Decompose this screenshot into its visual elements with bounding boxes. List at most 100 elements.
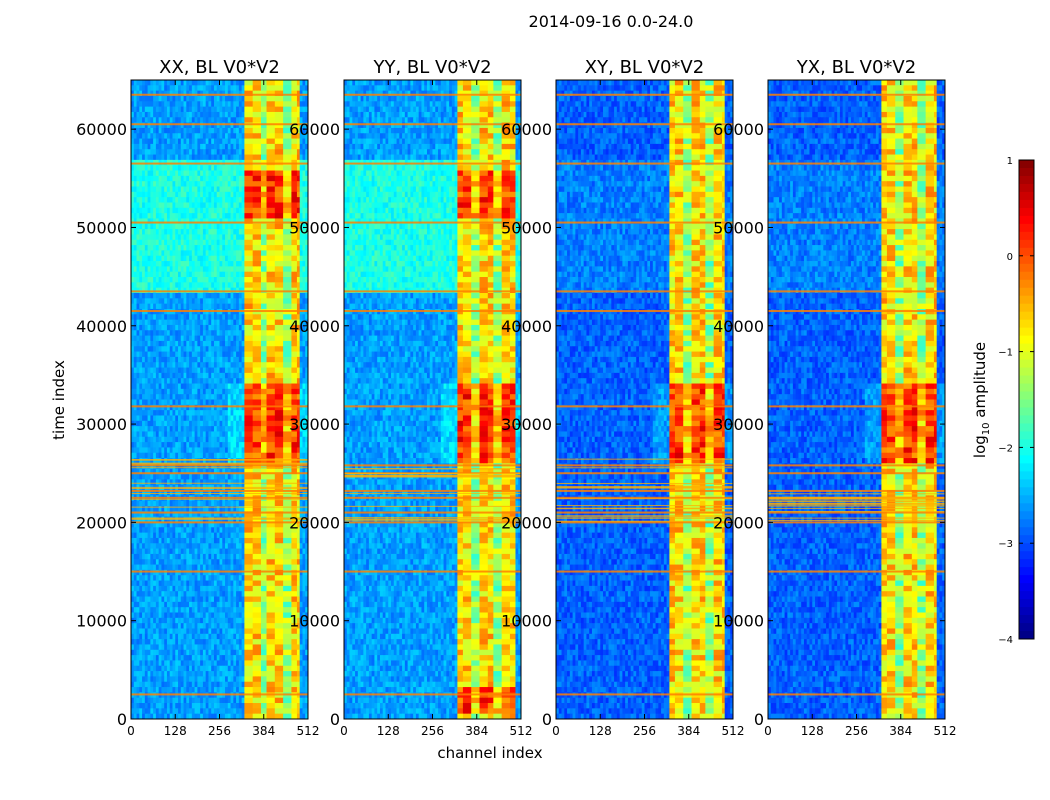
heatmap-cell [205, 122, 209, 129]
heatmap-cell [233, 181, 237, 187]
heatmap-cell [225, 234, 229, 241]
heatmap-cell [260, 383, 265, 390]
heatmap-cell [183, 399, 187, 406]
heatmap-cell [249, 340, 254, 347]
heatmap-cell [302, 474, 306, 480]
heatmap-cell [247, 490, 251, 496]
heatmap-cell [166, 85, 171, 92]
heatmap-cell [205, 468, 209, 475]
heatmap-cell [155, 394, 160, 400]
heatmap-cell [244, 420, 248, 427]
heatmap-cell [161, 122, 165, 129]
heatmap-cell [263, 170, 267, 177]
heatmap-cell [205, 490, 209, 496]
heatmap-cell [202, 202, 207, 209]
heatmap-cell [175, 479, 179, 486]
heatmap-cell [189, 324, 193, 331]
heatmap-cell [258, 335, 262, 342]
heatmap-cell [258, 378, 262, 384]
heatmap-cell [258, 154, 262, 161]
heatmap-cell [133, 175, 137, 182]
heatmap-cell [294, 197, 298, 203]
heatmap-cell [191, 436, 196, 443]
heatmap-cell [280, 250, 284, 257]
heatmap-cell [269, 404, 273, 411]
heatmap-cell [305, 138, 309, 145]
heatmap-cell [263, 431, 267, 438]
heatmap-cell [131, 181, 135, 187]
heatmap-cell [285, 197, 290, 203]
heatmap-cell [238, 351, 243, 358]
heatmap-cell [263, 378, 267, 384]
heatmap-cell [153, 239, 157, 246]
heatmap-cell [294, 101, 298, 108]
heatmap-cell [236, 356, 240, 363]
heatmap-cell [247, 250, 251, 257]
heatmap-cell [147, 346, 151, 352]
heatmap-cell [166, 378, 171, 384]
heatmap-cell [164, 255, 168, 262]
heatmap-cell [161, 479, 165, 486]
heatmap-cell [136, 490, 140, 496]
heatmap-cell [161, 197, 165, 203]
heatmap-cell [175, 154, 179, 161]
heatmap-cell [302, 261, 306, 267]
heatmap-cell [202, 282, 207, 289]
heatmap-cell [142, 255, 146, 262]
heatmap-cell [166, 388, 171, 395]
heatmap-cell [180, 271, 184, 278]
heatmap-cell [186, 255, 190, 262]
heatmap-cell [296, 143, 301, 150]
heatmap-cell [169, 234, 173, 241]
heatmap-cell [230, 266, 234, 273]
heatmap-cell [166, 490, 171, 496]
heatmap-cell [260, 170, 265, 177]
heatmap-cell [186, 442, 190, 448]
heatmap-cell [202, 458, 207, 464]
heatmap-cell [200, 234, 204, 241]
heatmap-cell [158, 117, 162, 124]
heatmap-cell [291, 127, 295, 134]
heatmap-cell [266, 202, 270, 209]
heatmap-cell [299, 330, 303, 336]
heatmap-cell [150, 207, 154, 214]
heatmap-cell [169, 447, 173, 454]
heatmap-cell [144, 266, 148, 273]
heatmap-cell [191, 250, 196, 257]
heatmap-cell [305, 362, 309, 368]
heatmap-cell [155, 351, 160, 358]
heatmap-cell [263, 261, 267, 267]
heatmap-cell [144, 245, 148, 251]
heatmap-cell [172, 165, 176, 171]
heatmap-cell [166, 111, 171, 118]
heatmap-cell [241, 468, 245, 475]
heatmap-cell [150, 426, 154, 432]
heatmap-cell [136, 197, 140, 203]
heatmap-cell [227, 149, 231, 155]
heatmap-cell [216, 447, 220, 454]
heatmap-cell [139, 106, 143, 113]
heatmap-cell [263, 293, 267, 299]
heatmap-cell [175, 90, 179, 97]
heatmap-cell [155, 383, 160, 390]
heatmap-cell [305, 282, 309, 289]
heatmap-cell [147, 431, 151, 438]
heatmap-cell [247, 165, 251, 171]
heatmap-cell [178, 399, 182, 406]
heatmap-cell [236, 420, 240, 427]
heatmap-cell [288, 197, 292, 203]
heatmap-cell [172, 314, 176, 321]
heatmap-cell [260, 266, 265, 273]
heatmap-cell [139, 261, 143, 267]
heatmap-cell [302, 314, 306, 321]
heatmap-cell [191, 271, 196, 278]
heatmap-cell [252, 175, 256, 182]
heatmap-cell [225, 442, 229, 448]
heatmap-cell [211, 388, 215, 395]
heatmap-cell [249, 170, 254, 177]
heatmap-cell [252, 250, 256, 257]
heatmap-cell [200, 197, 204, 203]
heatmap-cell [247, 372, 251, 379]
heatmap-cell [272, 298, 276, 305]
heatmap-cell [283, 298, 287, 305]
